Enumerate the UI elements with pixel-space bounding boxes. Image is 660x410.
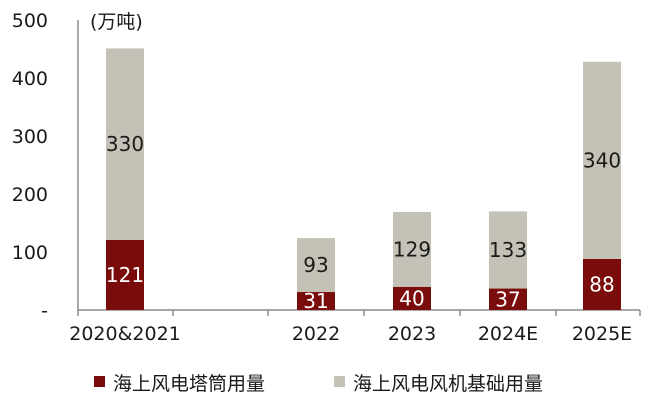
- x-tick-label: 2024E: [478, 323, 538, 345]
- y-tick-label: 400: [12, 68, 48, 90]
- data-labels: 121 330 31 93 40 129 37 133 88 340: [106, 132, 621, 313]
- bar-segment-foundation: [393, 211, 431, 287]
- y-tick-label: 100: [12, 242, 48, 264]
- bar-segment-foundation: [106, 48, 144, 240]
- y-tick-label: 200: [12, 184, 48, 206]
- bar-segment-tower: [489, 288, 527, 310]
- bar-segment-foundation: [297, 238, 335, 293]
- y-tick-label: -: [41, 300, 48, 322]
- data-label: 121: [106, 263, 144, 287]
- legend-swatch-tower: [94, 376, 105, 387]
- bar-segment-tower: [297, 292, 335, 310]
- axes: [77, 20, 640, 311]
- data-label: 93: [303, 253, 328, 277]
- x-tick-label: 2025E: [572, 323, 632, 345]
- y-tick-label: 300: [12, 126, 48, 148]
- bar-segment-foundation: [583, 61, 621, 259]
- y-unit-label: (万吨): [90, 11, 143, 33]
- bar-segment-tower: [583, 258, 621, 310]
- y-tick-labels: 500 400 300 200 100 -: [12, 10, 48, 322]
- bar-segments: [106, 48, 621, 310]
- data-label: 88: [589, 272, 614, 296]
- x-tick-label: 2022: [292, 323, 340, 345]
- bar-segment-tower: [393, 286, 431, 310]
- legend-swatch-foundation: [334, 376, 345, 387]
- data-label: 31: [303, 289, 328, 313]
- data-label: 330: [106, 132, 144, 156]
- bar-segment-tower: [106, 239, 144, 310]
- data-label: 340: [583, 148, 621, 172]
- data-label: 40: [399, 286, 424, 310]
- data-label: 133: [489, 238, 527, 262]
- y-tick-label: 500: [12, 10, 48, 32]
- x-tick-label: 2020&2021: [69, 323, 181, 345]
- legend-label-tower: 海上风电塔筒用量: [113, 373, 265, 395]
- x-tick-label: 2023: [388, 323, 436, 345]
- legend-label-foundation: 海上风电风机基础用量: [353, 373, 543, 395]
- x-tick-labels: 2020&2021 2022 2023 2024E 2025E: [69, 310, 641, 345]
- data-label: 37: [495, 287, 520, 311]
- data-label: 129: [393, 237, 431, 261]
- bar-segment-foundation: [489, 211, 527, 289]
- legend: 海上风电塔筒用量 海上风电风机基础用量: [94, 373, 543, 395]
